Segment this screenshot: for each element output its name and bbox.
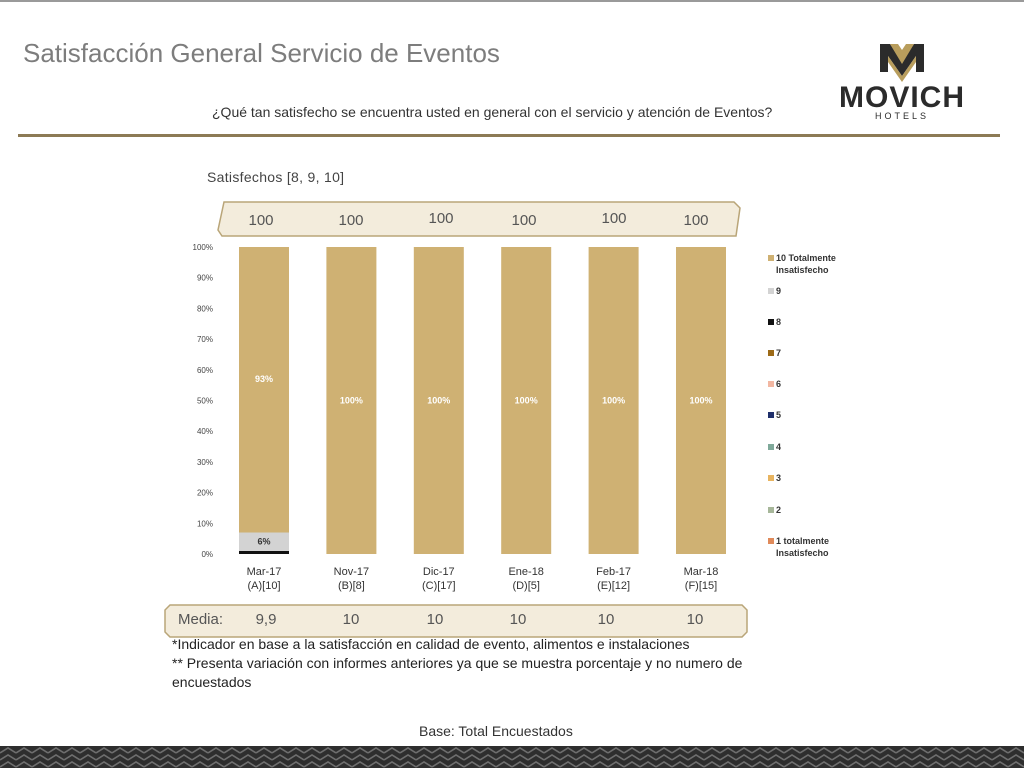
- y-tick-label: 60%: [197, 366, 213, 375]
- bar-segment: [239, 550, 289, 554]
- x-tick-label: Dic-17: [423, 566, 455, 578]
- legend-item: 1 totalmente Insatisfecho: [768, 535, 856, 559]
- legend-label: 10 Totalmente Insatisfecho: [776, 253, 836, 275]
- x-tick-sublabel: (B)[8]: [338, 580, 365, 592]
- legend-item: 5: [768, 409, 856, 421]
- legend-label: 6: [776, 379, 782, 389]
- media-value: 10: [597, 611, 615, 628]
- legend-swatch: [768, 412, 774, 418]
- y-tick-label: 30%: [197, 458, 213, 467]
- bar-segment: [588, 247, 639, 554]
- movich-logo: MOVICH HOTELS: [839, 44, 965, 121]
- x-tick-label: Feb-17: [596, 566, 631, 578]
- legend-item: 2: [768, 504, 856, 516]
- page-title: Satisfacción General Servicio de Eventos: [23, 38, 500, 68]
- y-tick-label: 80%: [197, 304, 213, 313]
- data-label: 93%: [255, 374, 273, 384]
- legend-item: 3: [768, 472, 856, 484]
- svg-text:MOVICH: MOVICH: [839, 81, 965, 114]
- legend-label: 9: [776, 286, 782, 296]
- bar-segment: [676, 247, 726, 554]
- y-tick-label: 20%: [197, 489, 213, 498]
- x-tick-label: Mar-18: [684, 566, 719, 578]
- y-tick-label: 40%: [197, 427, 213, 436]
- x-tick-sublabel: (A)[10]: [247, 580, 280, 592]
- bar-segment: [501, 247, 552, 554]
- data-label: 100%: [602, 396, 625, 406]
- media-value: 10: [342, 611, 360, 628]
- legend-swatch: [768, 475, 774, 481]
- x-tick-sublabel: (C)[17]: [422, 580, 456, 592]
- legend-label: 8: [776, 317, 782, 327]
- legend-swatch: [768, 255, 774, 261]
- data-label: 100%: [515, 396, 538, 406]
- legend-swatch: [768, 319, 774, 325]
- header-divider: [18, 134, 1000, 137]
- x-tick-sublabel: (E)[12]: [597, 580, 630, 592]
- media-value: 9,9: [255, 611, 277, 628]
- legend-item: 8: [768, 316, 856, 328]
- data-label: 100%: [689, 396, 712, 406]
- data-label: 100%: [340, 396, 363, 406]
- x-tick-label: Mar-17: [247, 566, 282, 578]
- top-border: [0, 0, 1024, 2]
- legend-item: 4: [768, 441, 856, 453]
- legend-swatch: [768, 350, 774, 356]
- y-tick-label: 70%: [197, 335, 213, 344]
- y-tick-label: 50%: [197, 397, 213, 406]
- bar-segment: [239, 247, 289, 533]
- legend-label: 2: [776, 505, 782, 515]
- media-label: Media:: [178, 611, 224, 628]
- satisfied-value: 100: [511, 212, 537, 229]
- bar-segment: [326, 247, 377, 554]
- legend-swatch: [768, 507, 774, 513]
- data-label: 100%: [427, 396, 450, 406]
- satisfied-value: 100: [248, 212, 274, 229]
- legend-swatch: [768, 381, 774, 387]
- y-tick-label: 90%: [197, 274, 213, 283]
- satisfied-value: 100: [338, 212, 364, 229]
- chart-subtitle: Satisfechos [8, 9, 10]: [207, 169, 345, 185]
- base-note: Base: Total Encuestados: [419, 723, 573, 739]
- y-tick-label: 0%: [201, 550, 213, 559]
- legend-item: 7: [768, 347, 856, 359]
- svg-text:HOTELS: HOTELS: [875, 111, 929, 121]
- footer-pattern: [0, 746, 1024, 768]
- satisfied-value: 100: [428, 210, 454, 227]
- legend-label: 7: [776, 348, 782, 358]
- x-tick-sublabel: (D)[5]: [512, 580, 540, 592]
- media-value: 10: [509, 611, 527, 628]
- satisfied-value: 100: [601, 210, 627, 227]
- x-tick-label: Nov-17: [334, 566, 369, 578]
- legend-item: 10 Totalmente Insatisfecho: [768, 252, 856, 276]
- legend-swatch: [768, 444, 774, 450]
- footnote-variation: ** Presenta variación con informes anter…: [172, 655, 743, 671]
- legend-label: 1 totalmente Insatisfecho: [776, 536, 830, 558]
- legend-item: 9: [768, 285, 856, 297]
- y-tick-label: 10%: [197, 519, 213, 528]
- survey-question: ¿Qué tan satisfecho se encuentra usted e…: [212, 104, 773, 120]
- footnote-variation-cont: encuestados: [172, 674, 252, 690]
- media-banner: [164, 604, 748, 638]
- legend-item: 6: [768, 378, 856, 390]
- satisfied-banner: [217, 201, 741, 237]
- footnote-indicator: *Indicador en base a la satisfacción en …: [172, 636, 690, 652]
- bar-segment: [413, 247, 464, 554]
- y-tick-label: 100%: [193, 243, 213, 252]
- satisfied-value: 100: [683, 212, 709, 229]
- media-value: 10: [686, 611, 704, 628]
- legend-label: 4: [776, 442, 782, 452]
- legend-label: 3: [776, 473, 782, 483]
- legend-swatch: [768, 288, 774, 294]
- legend-label: 5: [776, 410, 782, 420]
- bar-segment: [239, 532, 289, 551]
- media-value: 10: [426, 611, 444, 628]
- legend-swatch: [768, 538, 774, 544]
- x-tick-sublabel: (F)[15]: [685, 580, 717, 592]
- data-label: 6%: [257, 537, 270, 547]
- stacked-bar-chart: 0% 10% 20% 30% 40% 50% 60% 70% 80% 90% 100% 6% 93% Ma…: [193, 243, 726, 592]
- x-tick-label: Ene-18: [508, 566, 543, 578]
